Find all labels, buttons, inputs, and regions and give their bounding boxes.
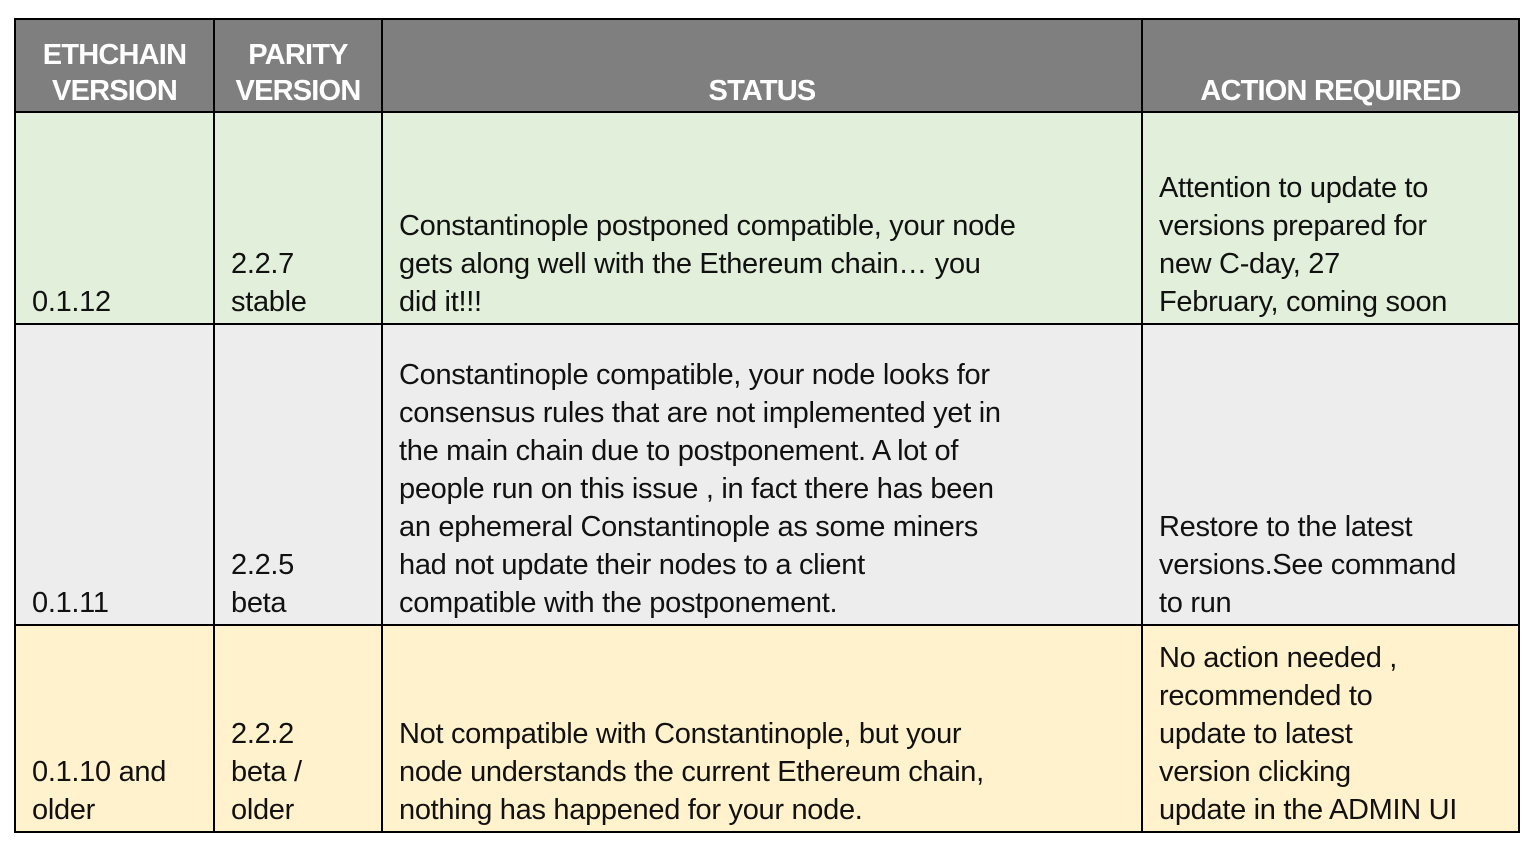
table-row: 0.1.11 2.2.5 beta Constantinople compati… [14, 323, 1520, 626]
version-compatibility-table: ETHCHAIN VERSION PARITY VERSION STATUS A… [14, 18, 1520, 833]
status-cell: Constantinople postponed compatible, you… [381, 111, 1143, 325]
ethchain-version-cell: 0.1.12 [14, 111, 215, 325]
header-parity-version: PARITY VERSION [213, 18, 383, 113]
status-cell: Not compatible with Constantinople, but … [381, 624, 1143, 833]
parity-version-cell: 2.2.7 stable [213, 111, 383, 325]
table-row: 0.1.10 and older 2.2.2 beta / older Not … [14, 624, 1520, 833]
parity-version-cell: 2.2.5 beta [213, 323, 383, 626]
header-ethchain-version: ETHCHAIN VERSION [14, 18, 215, 113]
action-cell: No action needed , recommended to update… [1141, 624, 1520, 833]
parity-version-cell: 2.2.2 beta / older [213, 624, 383, 833]
header-status: STATUS [381, 18, 1143, 113]
action-cell: Restore to the latest versions.See comma… [1141, 323, 1520, 626]
status-cell: Constantinople compatible, your node loo… [381, 323, 1143, 626]
ethchain-version-cell: 0.1.11 [14, 323, 215, 626]
action-cell: Attention to update to versions prepared… [1141, 111, 1520, 325]
header-row: ETHCHAIN VERSION PARITY VERSION STATUS A… [14, 18, 1520, 113]
table-row: 0.1.12 2.2.7 stable Constantinople postp… [14, 111, 1520, 325]
ethchain-version-cell: 0.1.10 and older [14, 624, 215, 833]
header-action-required: ACTION REQUIRED [1141, 18, 1520, 113]
